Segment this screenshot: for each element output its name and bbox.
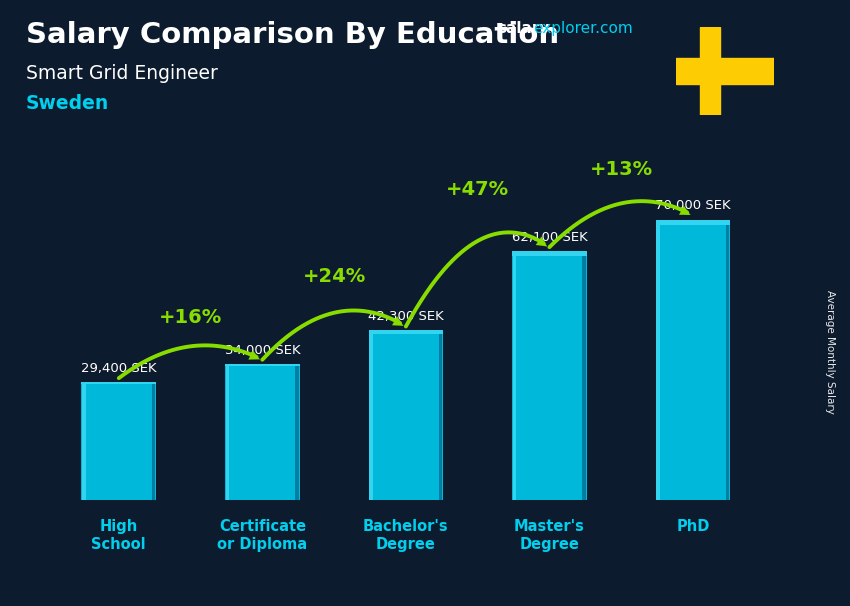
Bar <box>656 219 660 500</box>
Text: Salary Comparison By Education: Salary Comparison By Education <box>26 21 558 49</box>
Bar <box>370 330 373 500</box>
Bar <box>369 330 443 500</box>
Text: Average Monthly Salary: Average Monthly Salary <box>824 290 835 413</box>
Bar <box>582 251 586 500</box>
Bar <box>82 382 156 500</box>
Text: 29,400 SEK: 29,400 SEK <box>81 362 156 375</box>
Bar <box>225 364 300 500</box>
Bar <box>676 58 774 84</box>
Bar <box>655 219 730 225</box>
Text: +13%: +13% <box>590 160 653 179</box>
Text: Bachelor's
Degree: Bachelor's Degree <box>363 519 449 551</box>
Text: salary: salary <box>497 21 550 36</box>
Bar <box>225 364 300 366</box>
Bar <box>439 330 442 500</box>
Bar <box>513 251 517 500</box>
Bar <box>226 364 230 500</box>
Text: PhD: PhD <box>677 519 710 534</box>
Text: explorer.com: explorer.com <box>533 21 632 36</box>
Bar <box>512 251 586 256</box>
Bar <box>152 382 156 500</box>
Text: Sweden: Sweden <box>26 94 109 113</box>
Bar <box>512 251 586 500</box>
Text: Certificate
or Diploma: Certificate or Diploma <box>218 519 308 551</box>
Text: +16%: +16% <box>159 308 222 327</box>
Text: Master's
Degree: Master's Degree <box>514 519 585 551</box>
Text: +24%: +24% <box>303 267 366 286</box>
Text: 62,100 SEK: 62,100 SEK <box>512 231 587 244</box>
Text: +47%: +47% <box>446 179 509 199</box>
Bar <box>726 219 729 500</box>
Text: 42,300 SEK: 42,300 SEK <box>368 310 444 323</box>
Bar <box>700 27 720 115</box>
Bar <box>295 364 299 500</box>
Text: 70,000 SEK: 70,000 SEK <box>655 199 731 212</box>
Bar <box>655 219 730 500</box>
Text: 34,000 SEK: 34,000 SEK <box>224 344 300 356</box>
Bar <box>82 382 156 384</box>
Bar <box>82 382 86 500</box>
Bar <box>369 330 443 333</box>
Text: Smart Grid Engineer: Smart Grid Engineer <box>26 64 218 82</box>
Text: High
School: High School <box>92 519 146 551</box>
